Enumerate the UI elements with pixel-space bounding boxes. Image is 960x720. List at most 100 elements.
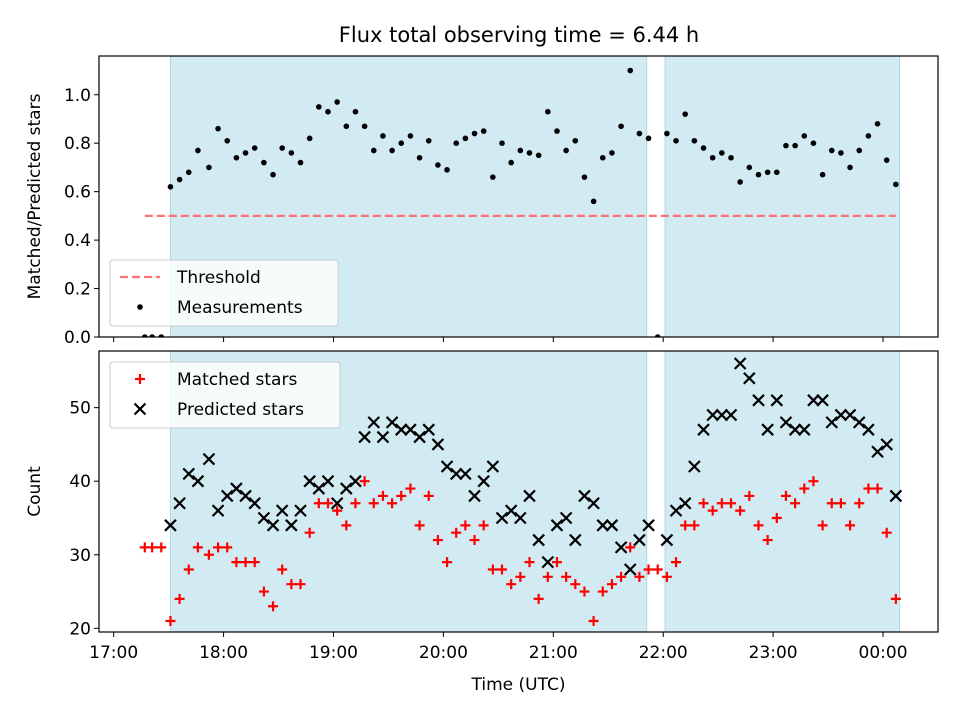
predicted-stars-marker <box>367 416 381 429</box>
matched-stars-marker <box>222 542 233 553</box>
predicted-stars-marker <box>871 445 884 459</box>
predicted-stars-marker <box>358 430 371 444</box>
measurements-point <box>563 147 569 154</box>
predicted-stars-marker <box>843 408 857 422</box>
predicted-stars-marker <box>303 474 316 488</box>
y-tick-label: 20 <box>69 619 91 639</box>
matched-stars-marker <box>451 527 462 538</box>
y-tick-label: 0.6 <box>64 183 91 203</box>
measurements-point <box>618 123 624 130</box>
predicted-stars-marker <box>486 460 500 473</box>
flux-ratio-panel: 0.0 0.2 0.4 0.6 0.8 1.0 Matched/Predicted star… <box>25 55 939 348</box>
y-tick-label: 1.0 <box>64 86 91 106</box>
matched-stars-marker <box>469 535 480 546</box>
matched-stars-marker <box>313 498 324 509</box>
y-axis-label: Count <box>25 466 45 517</box>
measurements-point <box>783 142 789 149</box>
matched-stars-marker <box>295 579 306 590</box>
predicted-stars-marker <box>514 511 527 525</box>
measurements-point <box>599 154 606 161</box>
predicted-stars-marker <box>816 394 829 407</box>
matched-stars-marker <box>533 593 544 604</box>
measurements-point <box>167 184 174 190</box>
x-tick-label: 20:00 <box>419 643 468 663</box>
predicted-stars-marker <box>678 496 692 510</box>
measurements-point <box>517 147 524 154</box>
measurements-point <box>251 145 258 151</box>
matched-stars-marker <box>414 520 425 531</box>
predicted-stars-marker <box>688 460 701 473</box>
matched-stars-marker <box>561 571 572 582</box>
axes-frame <box>98 350 939 633</box>
measurements-point <box>261 159 267 166</box>
matched-stars-marker <box>689 520 700 531</box>
matched-stars-marker <box>487 564 498 575</box>
matched-stars-marker <box>881 527 892 538</box>
legend-label: Threshold <box>176 268 261 288</box>
predicted-stars-marker <box>587 496 600 510</box>
predicted-stars-marker <box>330 496 344 510</box>
matched-stars-marker <box>570 579 581 590</box>
measurements-point <box>185 169 192 176</box>
matched-stars-marker <box>634 571 645 582</box>
measurements-point <box>856 147 863 154</box>
measurements-point <box>664 130 670 137</box>
legend-measurements-swatch <box>137 304 143 310</box>
measurements-point <box>691 137 698 144</box>
predicted-stars-marker <box>468 489 481 503</box>
matched-stars-marker <box>268 601 279 612</box>
predicted-stars-marker <box>202 452 216 466</box>
measurements-point <box>828 147 835 154</box>
matched-stars-marker <box>156 542 167 553</box>
measurements-point <box>883 157 890 163</box>
matched-stars-marker <box>147 542 158 553</box>
measurements-point <box>764 169 771 176</box>
measurements-point <box>233 154 240 161</box>
legend: Threshold Measurements <box>109 259 339 327</box>
predicted-stars-marker <box>623 563 637 576</box>
legend-box <box>109 259 339 327</box>
predicted-stars-marker <box>266 519 280 532</box>
predicted-stars-marker <box>715 408 729 422</box>
predicted-stars-marker <box>431 438 445 451</box>
predicted-stars-marker <box>285 519 298 532</box>
matched-stars-marker <box>350 498 361 509</box>
measurements-point <box>361 123 368 130</box>
predicted-stars-marker <box>669 504 683 517</box>
measurements-point <box>746 164 753 171</box>
predicted-stars-marker <box>164 519 177 532</box>
predicted-stars-marker <box>312 482 326 495</box>
predicted-stars-marker <box>294 504 307 517</box>
predicted-stars-marker <box>495 511 509 525</box>
measurements-point <box>581 174 588 180</box>
legend-matched-swatch <box>135 374 145 384</box>
observing-interval-2 <box>664 351 901 632</box>
matched-stars-marker <box>826 498 837 509</box>
predicted-stars-marker <box>697 423 710 436</box>
measurements-point <box>627 67 634 74</box>
measurements-point <box>370 147 377 154</box>
predicted-stars-marker <box>862 423 875 436</box>
predicted-stars-marker <box>404 423 417 436</box>
measurements-point <box>224 137 231 144</box>
matched-stars-marker <box>616 571 627 582</box>
legend-label: Measurements <box>177 298 303 318</box>
measurements-point <box>453 140 460 147</box>
measurements-point <box>755 171 762 178</box>
matched-stars-marker <box>396 490 407 501</box>
predicted-stars-marker <box>459 467 472 481</box>
matched-stars-marker <box>707 505 718 516</box>
matched-stars-marker <box>478 520 489 531</box>
measurements-point <box>645 135 652 142</box>
measurements-point <box>288 150 295 156</box>
predicted-stars-marker <box>349 474 362 488</box>
matched-stars-marker <box>423 490 434 501</box>
matched-stars-marker <box>405 483 416 494</box>
measurements-point <box>865 133 872 139</box>
predicted-stars-marker <box>477 474 490 488</box>
measurements-point <box>444 167 450 173</box>
predicted-stars-marker <box>743 371 756 385</box>
measurements-point <box>609 150 615 156</box>
y-tick-label: 0.4 <box>64 231 91 251</box>
predicted-stars-marker <box>440 460 454 473</box>
